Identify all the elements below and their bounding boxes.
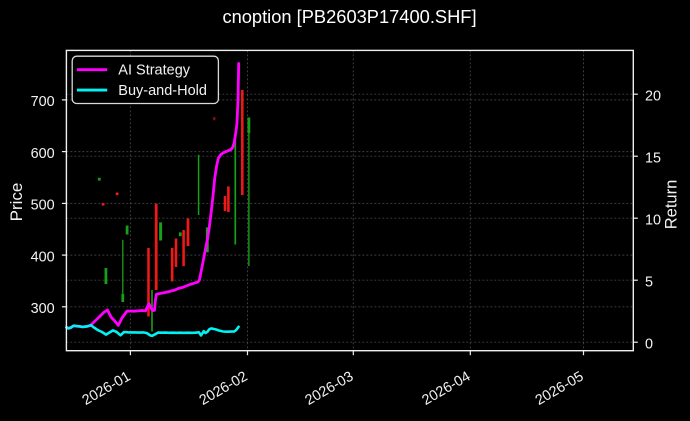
svg-text:0: 0 — [645, 337, 653, 353]
svg-text:300: 300 — [31, 301, 55, 317]
svg-text:Return: Return — [663, 180, 681, 230]
svg-text:15: 15 — [645, 151, 661, 167]
svg-text:500: 500 — [31, 198, 55, 214]
svg-text:Buy-and-Hold: Buy-and-Hold — [118, 83, 207, 99]
svg-text:cnoption [PB2603P17400.SHF]: cnoption [PB2603P17400.SHF] — [222, 6, 476, 27]
svg-text:400: 400 — [31, 249, 55, 265]
svg-text:20: 20 — [645, 89, 661, 105]
svg-text:Price: Price — [7, 183, 26, 222]
svg-text:700: 700 — [31, 94, 55, 110]
svg-text:10: 10 — [645, 213, 661, 229]
svg-text:5: 5 — [645, 275, 653, 291]
svg-text:600: 600 — [31, 146, 55, 162]
svg-text:AI Strategy: AI Strategy — [118, 63, 190, 79]
